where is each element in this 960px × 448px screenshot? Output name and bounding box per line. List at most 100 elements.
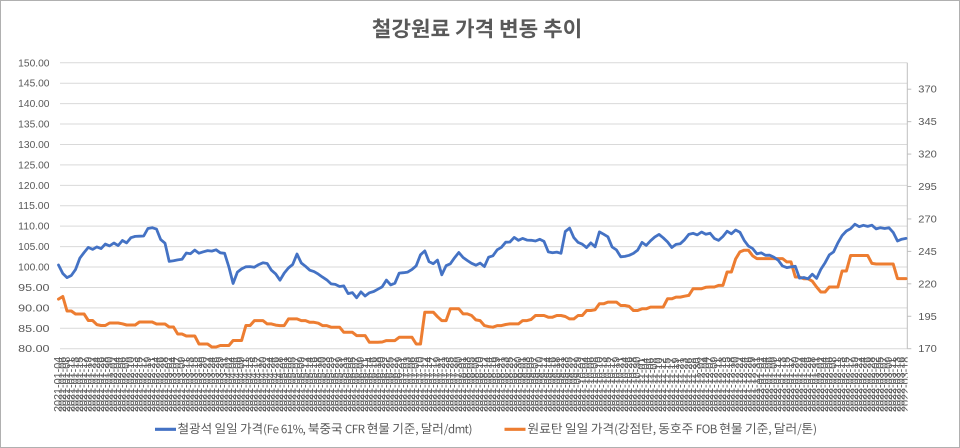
svg-text:2022-01-24: 2022-01-24 bbox=[798, 357, 810, 412]
svg-text:270: 270 bbox=[918, 214, 937, 225]
svg-text:2022-02-06: 2022-02-06 bbox=[823, 357, 835, 412]
svg-text:2021-01-30: 2021-01-30 bbox=[104, 357, 116, 412]
svg-text:2021-12-20: 2021-12-20 bbox=[730, 357, 742, 412]
svg-text:2021-01-15: 2021-01-15 bbox=[74, 357, 86, 412]
svg-text:2021-07-23: 2021-07-23 bbox=[440, 357, 452, 412]
svg-text:2022-01-17: 2022-01-17 bbox=[785, 357, 797, 412]
svg-text:2021-01-06: 2021-01-06 bbox=[57, 357, 69, 412]
svg-text:2022-02-08: 2022-02-08 bbox=[828, 357, 840, 412]
svg-text:2021-09-25: 2021-09-25 bbox=[564, 357, 576, 412]
svg-text:2021-12-15: 2021-12-15 bbox=[721, 357, 733, 412]
svg-text:2021-10-02: 2021-10-02 bbox=[576, 357, 588, 412]
svg-text:2021-10-13: 2021-10-13 bbox=[598, 357, 610, 412]
svg-text:2021-12-09: 2021-12-09 bbox=[708, 357, 720, 412]
svg-text:2022-03-11: 2022-03-11 bbox=[887, 358, 899, 412]
svg-text:2021-04-04: 2021-04-04 bbox=[227, 357, 239, 412]
svg-text:90.00: 90.00 bbox=[18, 303, 50, 314]
svg-text:2022-03-05: 2022-03-05 bbox=[874, 357, 886, 412]
svg-text:2021-02-08: 2021-02-08 bbox=[121, 357, 133, 412]
svg-text:2021-04-26: 2021-04-26 bbox=[270, 357, 282, 412]
svg-text:2022-02-15: 2022-02-15 bbox=[840, 357, 852, 412]
svg-text:2021-08-25: 2021-08-25 bbox=[504, 357, 516, 412]
svg-text:2022-03-18: 2022-03-18 bbox=[900, 357, 912, 412]
svg-text:2021-09-23: 2021-09-23 bbox=[559, 357, 571, 412]
svg-text:2021-04-28: 2021-04-28 bbox=[274, 357, 286, 412]
svg-text:2021-03-31: 2021-03-31 bbox=[219, 357, 231, 412]
svg-text:2021-06-11: 2021-06-11 bbox=[359, 358, 371, 412]
svg-text:2021-10-10: 2021-10-10 bbox=[593, 357, 605, 412]
svg-text:2021-05-16: 2021-05-16 bbox=[308, 357, 320, 412]
svg-text:2021-11-01: 2021-11-01 bbox=[636, 358, 648, 412]
svg-text:2021-03-20: 2021-03-20 bbox=[197, 357, 209, 412]
svg-text:2022-03-16: 2022-03-16 bbox=[896, 357, 908, 412]
svg-text:2021-02-24: 2021-02-24 bbox=[151, 357, 163, 412]
svg-text:2021-12-13: 2021-12-13 bbox=[717, 357, 729, 412]
svg-text:2021-02-06: 2021-02-06 bbox=[116, 357, 128, 412]
svg-text:2021-08-08: 2021-08-08 bbox=[470, 357, 482, 412]
svg-text:2021-09-29: 2021-09-29 bbox=[572, 357, 584, 412]
svg-text:150.00: 150.00 bbox=[18, 58, 50, 69]
svg-text:2021-10-15: 2021-10-15 bbox=[602, 357, 614, 412]
svg-text:2021-06-09: 2021-06-09 bbox=[355, 357, 367, 412]
svg-text:2021-08-16: 2021-08-16 bbox=[487, 357, 499, 412]
svg-text:2021-11-21: 2021-11-21 bbox=[674, 358, 686, 412]
svg-text:2021-07-17: 2021-07-17 bbox=[427, 357, 439, 412]
svg-text:2022-01-26: 2022-01-26 bbox=[802, 357, 814, 412]
svg-text:2021-06-25: 2021-06-25 bbox=[385, 357, 397, 412]
svg-text:105.00: 105.00 bbox=[18, 242, 50, 253]
svg-text:2021-11-10: 2021-11-10 bbox=[653, 358, 665, 412]
svg-text:2021-11-28: 2021-11-28 bbox=[687, 358, 699, 412]
svg-text:2021-03-09: 2021-03-09 bbox=[176, 357, 188, 412]
svg-text:2021-04-13: 2021-04-13 bbox=[244, 357, 256, 412]
svg-text:2021-05-07: 2021-05-07 bbox=[291, 357, 303, 412]
svg-text:2022-02-02: 2022-02-02 bbox=[815, 357, 827, 412]
svg-text:145.00: 145.00 bbox=[18, 79, 50, 90]
svg-text:2021-10-28: 2021-10-28 bbox=[627, 357, 639, 412]
svg-text:2021-12-07: 2021-12-07 bbox=[704, 357, 716, 412]
svg-text:2021-07-12: 2021-07-12 bbox=[419, 357, 431, 412]
svg-text:170: 170 bbox=[918, 344, 937, 355]
svg-text:2021-05-12: 2021-05-12 bbox=[300, 357, 312, 412]
svg-text:130.00: 130.00 bbox=[18, 140, 50, 151]
svg-text:2021-11-06: 2021-11-06 bbox=[645, 358, 657, 412]
svg-text:2021-09-27: 2021-09-27 bbox=[568, 357, 580, 412]
svg-text:2022-02-24: 2022-02-24 bbox=[857, 357, 869, 412]
svg-text:110.00: 110.00 bbox=[18, 222, 50, 233]
svg-text:2021-04-06: 2021-04-06 bbox=[231, 357, 243, 412]
svg-text:2021-08-27: 2021-08-27 bbox=[508, 357, 520, 412]
svg-text:2021-03-18: 2021-03-18 bbox=[193, 357, 205, 412]
svg-text:2021-09-05: 2021-09-05 bbox=[525, 357, 537, 412]
svg-text:2021-11-19: 2021-11-19 bbox=[670, 358, 682, 412]
svg-text:2022-01-15: 2022-01-15 bbox=[781, 357, 793, 412]
svg-text:2021-06-05: 2021-06-05 bbox=[346, 357, 358, 412]
svg-text:2021-07-01: 2021-07-01 bbox=[398, 357, 410, 412]
svg-text:2022-02-19: 2022-02-19 bbox=[849, 357, 861, 412]
svg-text:2021-08-01: 2021-08-01 bbox=[457, 357, 469, 412]
svg-text:2021-08-21: 2021-08-21 bbox=[495, 357, 507, 412]
svg-text:2021-07-19: 2021-07-19 bbox=[432, 357, 444, 412]
svg-text:2021-02-04: 2021-02-04 bbox=[112, 357, 124, 412]
svg-text:2021-10-19: 2021-10-19 bbox=[610, 357, 622, 412]
svg-text:370: 370 bbox=[918, 85, 937, 96]
svg-text:2021-06-16: 2021-06-16 bbox=[368, 357, 380, 412]
svg-text:2021-11-08: 2021-11-08 bbox=[649, 358, 661, 412]
svg-text:2021-08-10: 2021-08-10 bbox=[474, 357, 486, 412]
svg-text:120.00: 120.00 bbox=[18, 181, 50, 192]
svg-text:2021-04-11: 2021-04-11 bbox=[240, 358, 252, 412]
svg-text:2021-01-17: 2021-01-17 bbox=[78, 357, 90, 412]
svg-text:2021-07-03: 2021-07-03 bbox=[402, 357, 414, 412]
svg-text:2021-03-07: 2021-03-07 bbox=[172, 357, 184, 412]
svg-text:2021-09-12: 2021-09-12 bbox=[538, 357, 550, 412]
svg-text:2021-07-28: 2021-07-28 bbox=[449, 357, 461, 412]
svg-text:2021-02-10: 2021-02-10 bbox=[125, 357, 137, 412]
svg-text:2022-02-17: 2022-02-17 bbox=[845, 357, 857, 412]
svg-text:2021-06-20: 2021-06-20 bbox=[376, 357, 388, 412]
svg-text:2021-05-29: 2021-05-29 bbox=[334, 357, 346, 412]
svg-text:2022-03-09: 2022-03-09 bbox=[883, 357, 895, 412]
svg-text:2021-05-14: 2021-05-14 bbox=[304, 357, 316, 412]
svg-text:2021-03-04: 2021-03-04 bbox=[168, 357, 180, 412]
svg-text:2022-01-22: 2022-01-22 bbox=[794, 357, 806, 412]
svg-text:100.00: 100.00 bbox=[18, 263, 50, 274]
svg-text:2022-01-04: 2022-01-04 bbox=[760, 357, 772, 412]
svg-text:2021-03-11: 2021-03-11 bbox=[180, 358, 192, 412]
